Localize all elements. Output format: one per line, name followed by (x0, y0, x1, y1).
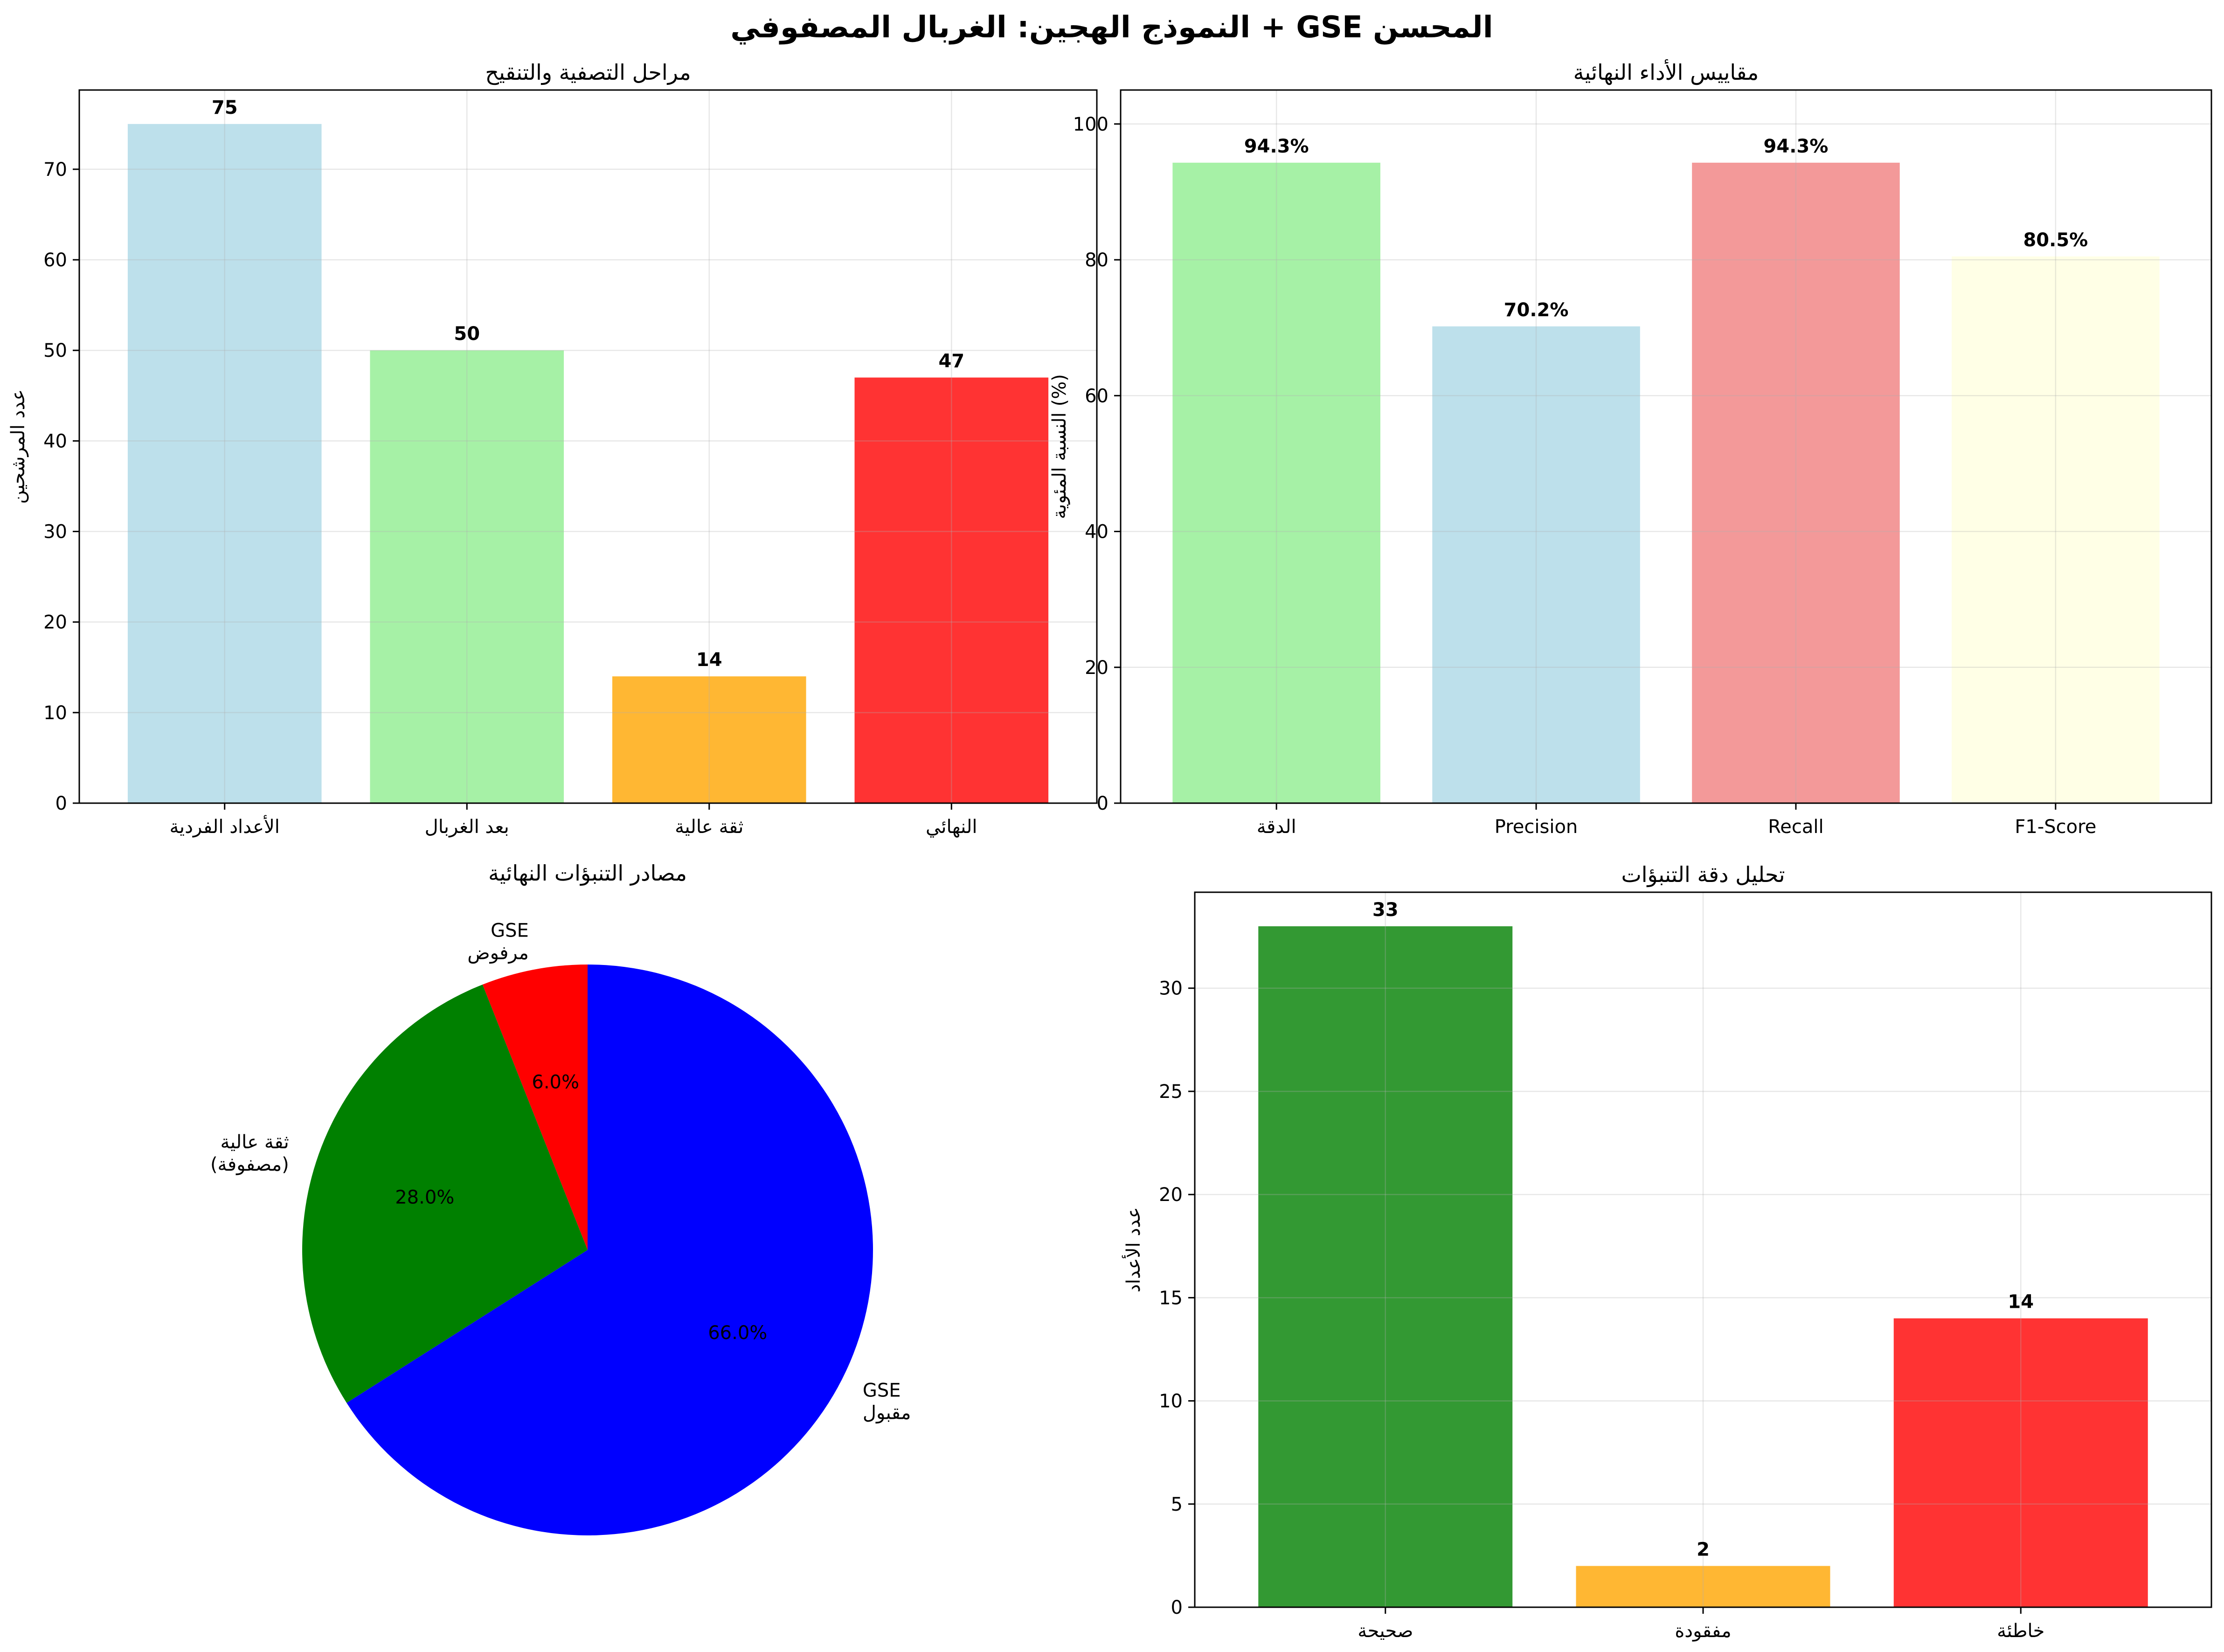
value-label-0: 33 (1372, 899, 1399, 921)
bar-0 (1172, 162, 1380, 803)
pie-label-line-1-1: (مصفوفة) (210, 1154, 289, 1175)
value-label-0: 94.3% (1244, 136, 1309, 157)
y-tick-label-0: 0 (55, 793, 67, 814)
bar-3 (1952, 256, 2160, 804)
y-tick-label-1: 20 (1085, 657, 1109, 679)
value-label-3: 80.5% (2023, 229, 2088, 251)
axes-frame (78, 89, 1098, 804)
pie-label-line-2-1: مقبول (863, 1402, 911, 1423)
y-tick-label-0: 0 (1097, 793, 1109, 814)
y-axis-label: عدد المرشحين (7, 389, 29, 504)
value-label-1: 2 (1697, 1539, 1710, 1561)
y-tick-label-4: 80 (1085, 250, 1109, 271)
chart-filter-stages: 75 50 14 47 0 10 20 30 40 50 60 70 الأعداد الفردية بع… (7, 60, 1098, 838)
pie-slice-1 (302, 984, 588, 1403)
y-tick-label-0: 0 (1171, 1597, 1183, 1618)
y-axis-label: النسبة المئوية (%) (1049, 374, 1070, 519)
pie-label-line-2-0: GSE (863, 1380, 901, 1401)
y-tick-label-4: 40 (43, 430, 67, 452)
y-tick-label-6: 30 (1159, 978, 1183, 1000)
chart-accuracy-analysis: 33 2 14 0 5 10 15 20 25 30 صحيحة مفقودة خاطئة تحليل د… (1122, 862, 2212, 1642)
pie-label-1: ثقة عالية (مصفوفة) (210, 1131, 289, 1175)
x-tick-label-3: F1-Score (2015, 816, 2096, 838)
y-tick-label-1: 10 (43, 702, 67, 724)
y-tick-label-2: 20 (43, 612, 67, 633)
value-label-2: 94.3% (1764, 136, 1829, 157)
y-axis-label: عدد الأعداد (1122, 1207, 1144, 1292)
x-tick-label-2: ثقة عالية (675, 816, 743, 838)
value-label-3: 47 (938, 350, 964, 372)
value-label-2: 14 (696, 649, 722, 671)
y-tick-label-1: 5 (1171, 1494, 1183, 1515)
pie-label-line-1-0: ثقة عالية (220, 1131, 289, 1153)
y-tick-label-4: 20 (1159, 1184, 1183, 1206)
y-tick-label-5: 25 (1159, 1081, 1183, 1103)
y-tick-label-5: 100 (1073, 114, 1109, 135)
bar-1 (1576, 1566, 1830, 1607)
axes-frame (1120, 89, 2212, 804)
pie-slice-0 (482, 965, 588, 1250)
y-tick-label-6: 60 (43, 250, 67, 271)
chart-title: مراحل التصفية والتنقيح (485, 60, 691, 85)
bar-1 (1432, 326, 1640, 803)
chart-title: تحليل دقة التنبؤات (1621, 862, 1785, 888)
pie-pct-label-1: 28.0% (395, 1187, 454, 1208)
pie-label-0: GSE مرفوض (467, 920, 529, 964)
value-label-1: 70.2% (1504, 299, 1569, 321)
pie-pct-label-2: 66.0% (708, 1322, 767, 1344)
y-tick-label-3: 60 (1085, 385, 1109, 407)
value-label-2: 14 (2008, 1291, 2034, 1313)
y-tick-label-5: 50 (43, 340, 67, 361)
value-label-1: 50 (454, 323, 480, 345)
x-tick-label-0: الدقة (1257, 816, 1296, 838)
x-tick-label-1: مفقودة (1675, 1620, 1731, 1642)
x-tick-label-1: Precision (1495, 816, 1578, 838)
x-tick-label-0: الأعداد الفردية (169, 815, 279, 838)
y-tick-label-7: 70 (43, 159, 67, 180)
grid (79, 90, 1097, 804)
bar-3 (854, 377, 1049, 803)
bar-2 (1692, 162, 1900, 803)
bar-0 (1258, 926, 1513, 1607)
bar-2 (612, 676, 806, 803)
figure-title: النموذج الهجين: الغربال المصفوفي + GSE ا… (730, 10, 1493, 45)
pie-slice-2 (346, 965, 873, 1536)
chart-title: مقاييس الأداء النهائية (1573, 59, 1759, 85)
grid (1195, 892, 2211, 1608)
chart-title: مصادر التنبؤات النهائية (488, 861, 687, 886)
y-tick-label-3: 15 (1159, 1287, 1183, 1309)
pie-label-2: GSE مقبول (863, 1380, 911, 1423)
bar-1 (370, 350, 564, 803)
pie-label-line-0-0: GSE (491, 920, 529, 942)
x-tick-label-3: النهائي (926, 816, 977, 838)
chart-performance-metrics: 94.3% 70.2% 94.3% 80.5% 0 20 40 60 80 100 الدقة Pre… (1049, 59, 2212, 838)
x-tick-label-0: صحيحة (1358, 1620, 1413, 1642)
value-label-0: 75 (212, 97, 238, 118)
y-tick-label-2: 40 (1085, 521, 1109, 543)
bar-0 (127, 124, 322, 803)
x-tick-label-2: Recall (1768, 816, 1823, 838)
x-tick-label-2: خاطئة (1997, 1620, 2044, 1642)
x-tick-label-1: بعد الغربال (425, 816, 509, 838)
y-tick-label-3: 30 (43, 521, 67, 543)
y-tick-label-2: 10 (1159, 1391, 1183, 1412)
bar-2 (1893, 1318, 2148, 1607)
pie-pct-label-0: 6.0% (532, 1071, 579, 1093)
pie-label-line-0-1: مرفوض (467, 943, 529, 964)
